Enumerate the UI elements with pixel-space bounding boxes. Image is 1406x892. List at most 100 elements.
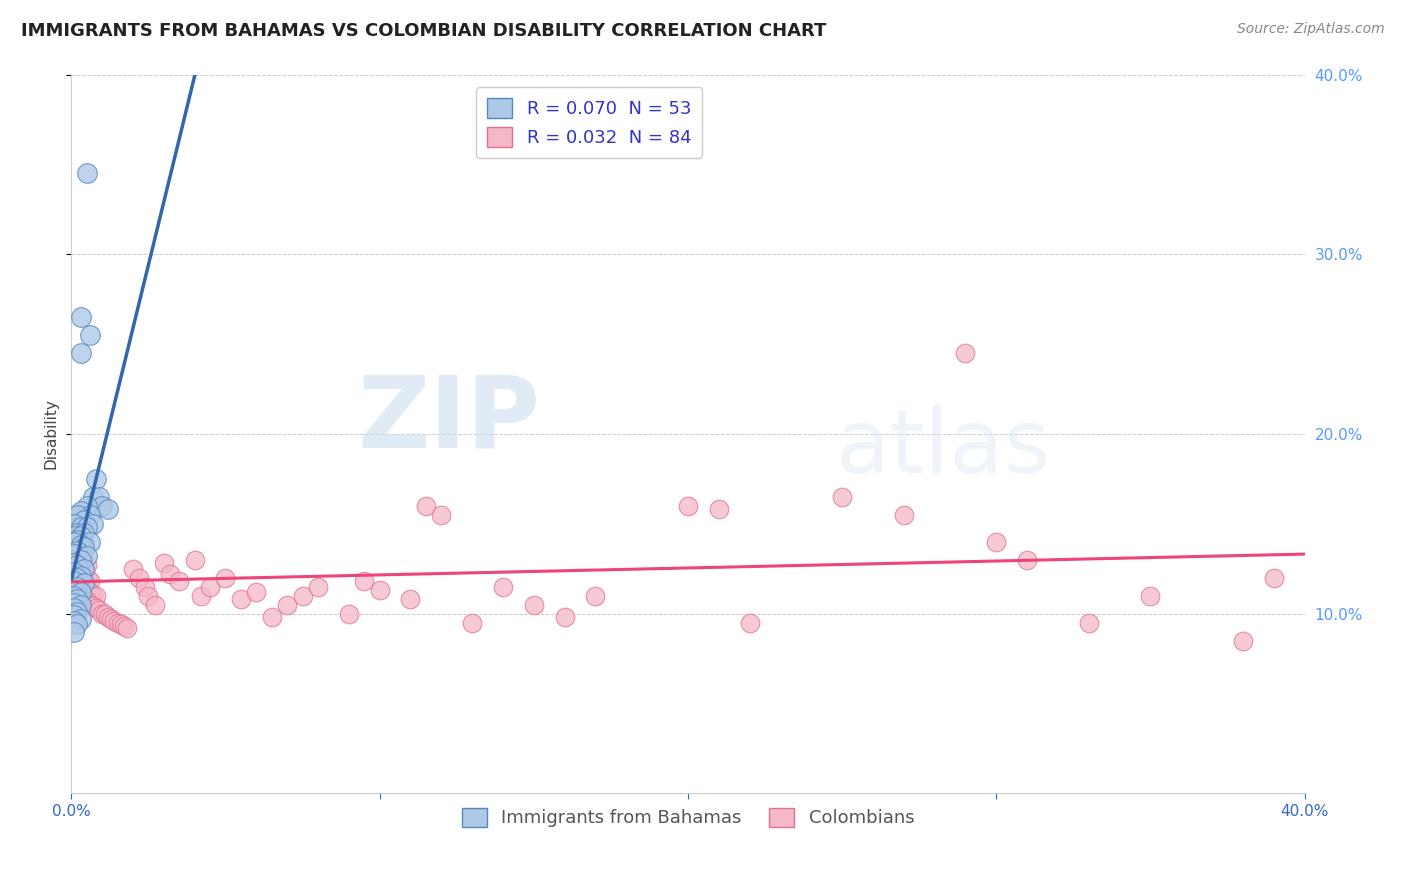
Point: [229, 592, 252, 607]
Point: [66, 533, 89, 547]
Point: [63, 624, 86, 639]
Point: [430, 508, 453, 522]
Point: [76, 549, 98, 563]
Point: [84, 472, 107, 486]
Point: [353, 574, 375, 589]
Point: [72, 557, 94, 571]
Point: [72, 543, 94, 558]
Point: [69, 520, 91, 534]
Point: [399, 592, 422, 607]
Point: [82, 490, 104, 504]
Point: [134, 580, 156, 594]
Point: [94, 607, 117, 621]
Point: [66, 617, 89, 632]
Point: [66, 592, 89, 607]
Point: [63, 574, 86, 589]
Point: [110, 617, 132, 632]
Point: [1017, 552, 1039, 566]
Point: [143, 598, 166, 612]
Point: [79, 328, 101, 343]
Point: [97, 610, 120, 624]
Point: [707, 502, 730, 516]
Point: [66, 529, 89, 543]
Point: [63, 516, 86, 531]
Point: [153, 557, 176, 571]
Text: ZIP: ZIP: [357, 371, 540, 468]
Point: [138, 589, 160, 603]
Point: [97, 502, 120, 516]
Point: [554, 610, 576, 624]
Point: [63, 596, 86, 610]
Point: [69, 567, 91, 582]
Point: [66, 558, 89, 573]
Point: [63, 583, 86, 598]
Point: [76, 558, 98, 573]
Point: [585, 589, 607, 603]
Point: [69, 541, 91, 556]
Point: [63, 534, 86, 549]
Point: [66, 605, 89, 619]
Point: [63, 534, 86, 549]
Point: [368, 583, 391, 598]
Point: [63, 557, 86, 571]
Point: [492, 580, 515, 594]
Point: [738, 615, 761, 630]
Point: [76, 166, 98, 180]
Point: [122, 562, 145, 576]
Point: [63, 547, 86, 561]
Point: [291, 589, 314, 603]
Point: [66, 566, 89, 580]
Point: [82, 599, 104, 614]
Point: [523, 598, 546, 612]
Point: [415, 499, 437, 513]
Point: [198, 580, 221, 594]
Point: [66, 549, 89, 563]
Point: [72, 571, 94, 585]
Y-axis label: Disability: Disability: [44, 399, 58, 469]
Point: [76, 571, 98, 585]
Point: [69, 585, 91, 599]
Point: [63, 574, 86, 589]
Point: [128, 571, 150, 585]
Point: [63, 529, 86, 543]
Point: [63, 614, 86, 628]
Point: [63, 566, 86, 580]
Point: [72, 540, 94, 554]
Point: [69, 504, 91, 518]
Point: [72, 592, 94, 607]
Point: [103, 614, 125, 628]
Point: [893, 508, 915, 522]
Point: [91, 607, 114, 621]
Point: [76, 583, 98, 598]
Text: IMMIGRANTS FROM BAHAMAS VS COLOMBIAN DISABILITY CORRELATION CHART: IMMIGRANTS FROM BAHAMAS VS COLOMBIAN DIS…: [21, 22, 827, 40]
Point: [260, 610, 283, 624]
Point: [1232, 633, 1254, 648]
Point: [1077, 615, 1099, 630]
Point: [69, 612, 91, 626]
Point: [84, 601, 107, 615]
Point: [87, 490, 110, 504]
Point: [1263, 571, 1285, 585]
Point: [72, 525, 94, 540]
Point: [245, 585, 267, 599]
Point: [79, 508, 101, 522]
Point: [63, 589, 86, 603]
Point: [955, 346, 977, 360]
Point: [63, 525, 86, 540]
Point: [69, 529, 91, 543]
Point: [79, 585, 101, 599]
Point: [63, 516, 86, 531]
Point: [69, 529, 91, 543]
Point: [87, 603, 110, 617]
Point: [461, 615, 484, 630]
Point: [84, 589, 107, 603]
Point: [214, 571, 236, 585]
Point: [79, 534, 101, 549]
Point: [66, 508, 89, 522]
Point: [76, 520, 98, 534]
Legend: Immigrants from Bahamas, Colombians: Immigrants from Bahamas, Colombians: [454, 800, 921, 835]
Point: [107, 615, 129, 630]
Point: [66, 538, 89, 552]
Point: [72, 562, 94, 576]
Point: [69, 346, 91, 360]
